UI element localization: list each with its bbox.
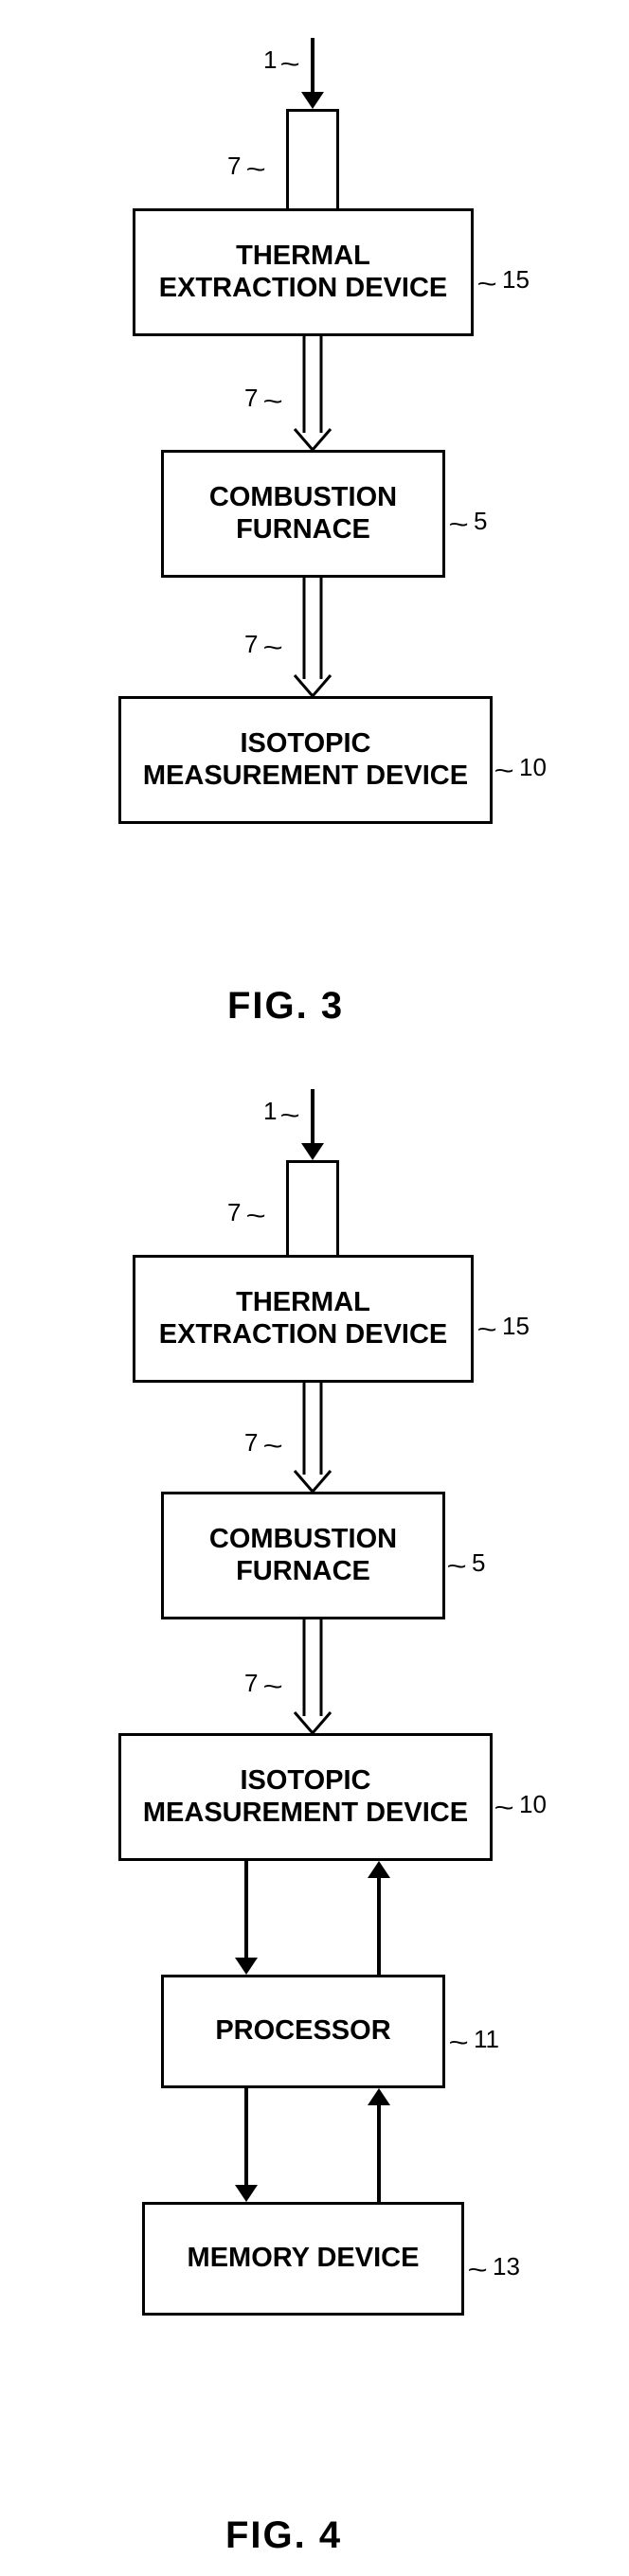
block-isotopic: ISOTOPICMEASUREMENT DEVICE [118,1733,493,1861]
ref-tilde: ~ [449,510,469,540]
ref-tilde: ~ [477,1315,497,1345]
ref-tilde: ~ [263,633,283,663]
ref-label: 15 [502,265,530,295]
ref-label: 10 [519,753,547,782]
ref-tilde: ~ [449,2028,469,2058]
ref-label: 7 [227,1198,241,1227]
block-thermal: THERMALEXTRACTION DEVICE [133,208,474,336]
ref-label: 5 [472,1548,485,1578]
ref-label: 7 [244,630,258,659]
figure-title: FIG. 3 [227,985,344,1028]
ref-tilde: ~ [494,1793,514,1823]
ref-label: 11 [474,2025,499,2054]
ref-label: 7 [244,1428,258,1458]
ref-tilde: ~ [494,756,514,786]
ref-label: 1 [263,1097,277,1126]
inlet-pipe [286,1160,339,1255]
ref-tilde: ~ [263,1431,283,1461]
ref-tilde: ~ [447,1551,467,1582]
inlet-pipe [286,109,339,208]
ref-label: 5 [474,507,487,536]
ref-tilde: ~ [280,1100,300,1131]
block-furnace: COMBUSTIONFURNACE [161,1492,445,1619]
block-furnace: COMBUSTIONFURNACE [161,450,445,578]
ref-tilde: ~ [263,386,283,417]
block-isotopic: ISOTOPICMEASUREMENT DEVICE [118,696,493,824]
ref-label: 13 [493,2252,520,2281]
ref-label: 7 [244,1669,258,1698]
ref-tilde: ~ [468,2255,488,2285]
ref-label: 1 [263,45,277,75]
block-thermal: THERMALEXTRACTION DEVICE [133,1255,474,1383]
figure-title: FIG. 4 [225,2514,342,2557]
ref-tilde: ~ [477,269,497,299]
ref-tilde: ~ [246,1201,266,1231]
ref-label: 7 [227,152,241,181]
block-memory: MEMORY DEVICE [142,2202,464,2316]
ref-tilde: ~ [263,1672,283,1702]
ref-label: 7 [244,384,258,413]
block-processor: PROCESSOR [161,1975,445,2088]
ref-tilde: ~ [246,154,266,185]
ref-tilde: ~ [280,49,300,80]
ref-label: 15 [502,1312,530,1341]
ref-label: 10 [519,1790,547,1819]
